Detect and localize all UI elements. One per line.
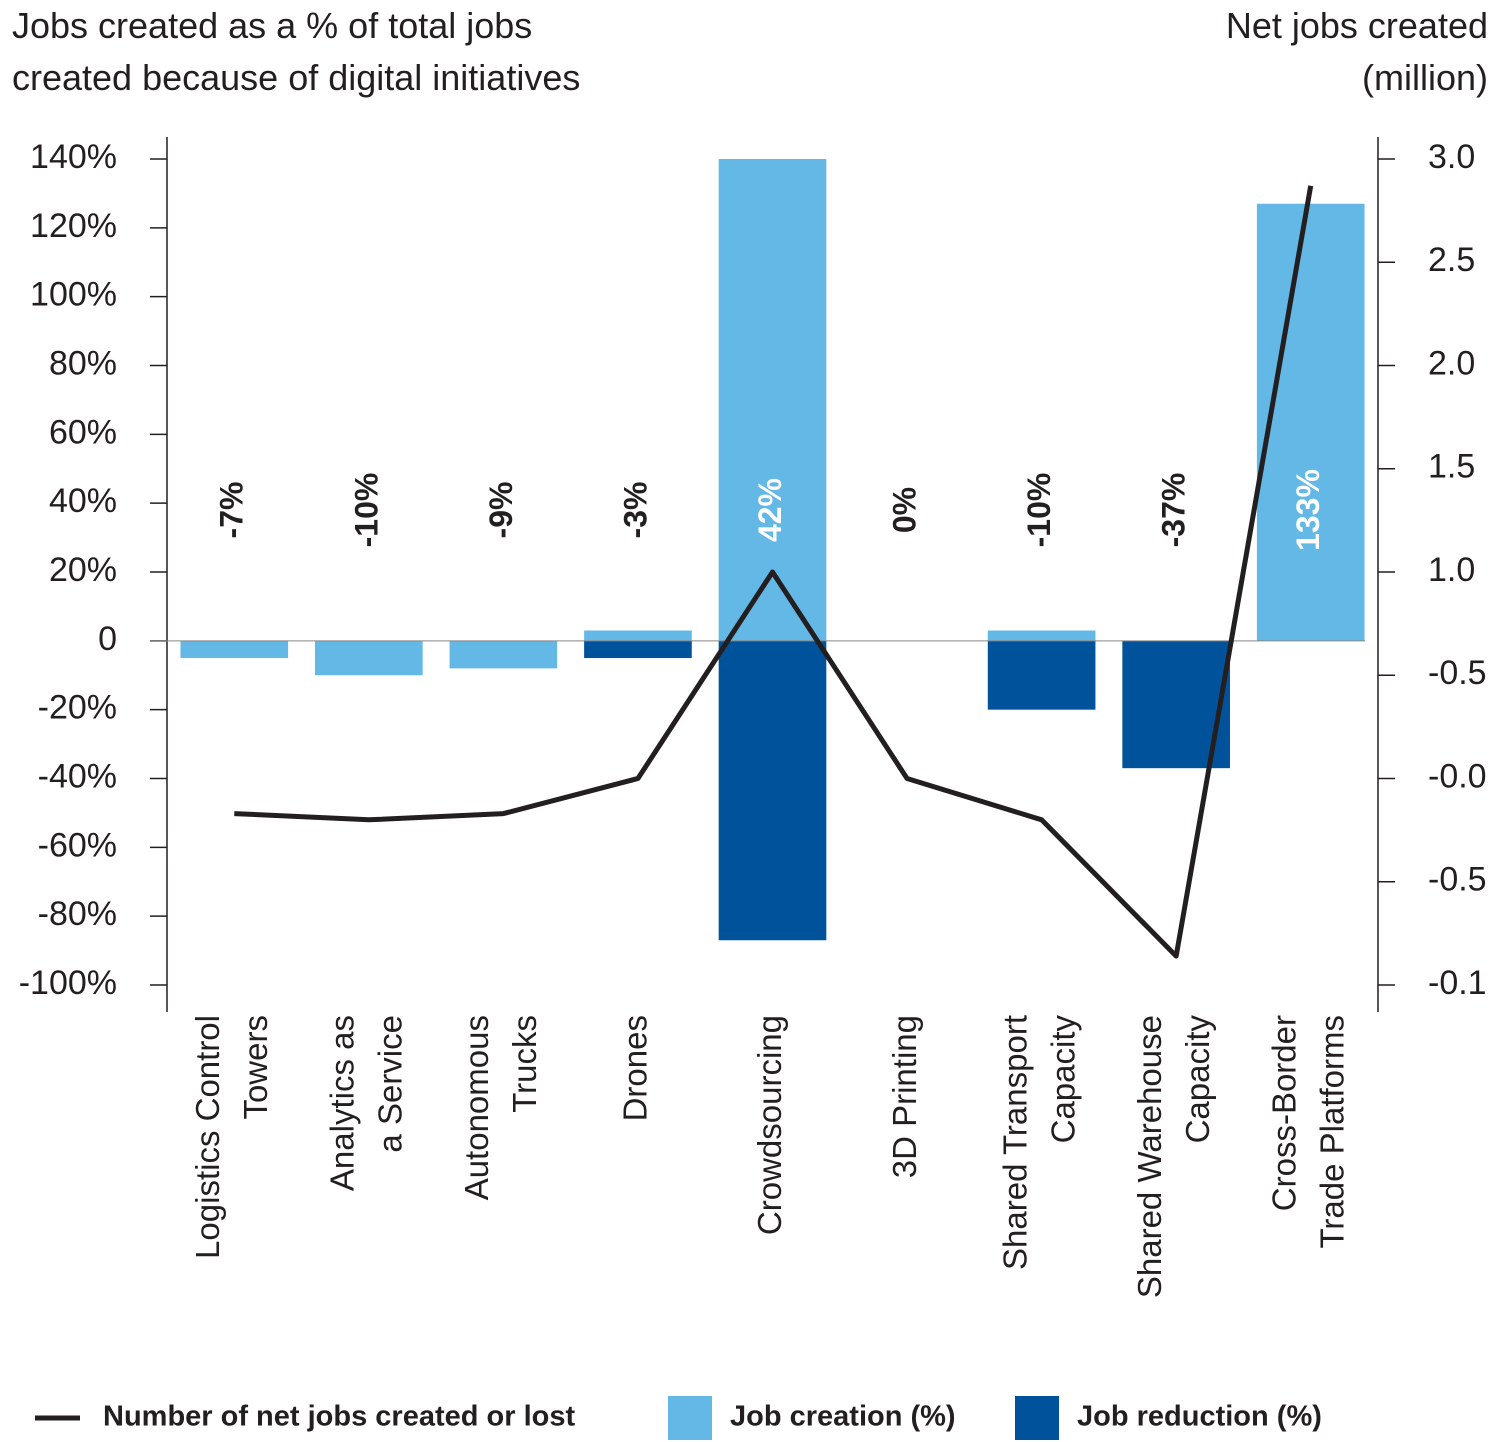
y2-tick-label: -0.0 (1428, 757, 1487, 795)
y-tick-label: -40% (38, 757, 117, 795)
legend-label: Job creation (%) (730, 1401, 956, 1433)
y-tick-label: -100% (19, 964, 117, 1002)
bar (449, 640, 558, 669)
bar (315, 640, 423, 676)
data-label: -10% (1021, 473, 1057, 548)
data-label: -9% (483, 482, 519, 539)
y2-axis-title: Net jobs created (1226, 5, 1488, 46)
y-axis-title: created because of digital initiatives (12, 57, 580, 98)
data-label: -3% (617, 482, 653, 539)
y-tick-label: 120% (30, 207, 117, 245)
y2-tick-label: 2.5 (1428, 241, 1475, 279)
x-tick-label: Trucks (506, 1015, 543, 1113)
y-tick-label: 60% (49, 413, 117, 451)
y-tick-label: 20% (49, 551, 117, 589)
y2-tick-label: 1.5 (1428, 448, 1475, 486)
y-tick-label: -20% (38, 689, 117, 727)
x-tick-label: Crowdsourcing (751, 1015, 788, 1235)
legend-swatch (668, 1396, 712, 1440)
y-tick-label: -80% (38, 895, 117, 933)
data-label: 0% (887, 487, 923, 533)
bar (1256, 203, 1365, 641)
x-tick-label: Logistics Control (189, 1015, 226, 1259)
bar (718, 159, 827, 641)
y-axis-title: Jobs created as a % of total jobs (12, 5, 532, 46)
bar (987, 640, 1096, 710)
y2-tick-label: 2.0 (1428, 344, 1475, 382)
x-tick-label: Capacity (1179, 1015, 1216, 1144)
bar (718, 640, 827, 941)
y2-axis-title: (million) (1362, 57, 1488, 98)
x-tick-label: Drones (617, 1015, 654, 1121)
y-tick-label: 140% (30, 138, 117, 176)
x-tick-label: Capacity (1044, 1015, 1081, 1144)
bar (987, 630, 1096, 641)
x-tick-label: Towers (237, 1015, 274, 1120)
y2-tick-label: -0.5 (1428, 861, 1487, 899)
y-tick-label: 0 (98, 620, 117, 658)
data-label: -37% (1156, 473, 1192, 548)
legend-label: Job reduction (%) (1077, 1401, 1322, 1433)
legend-label: Number of net jobs created or lost (103, 1401, 575, 1433)
data-label: -7% (214, 482, 250, 539)
line (234, 185, 1314, 959)
y-tick-label: 100% (30, 276, 117, 314)
legend-swatch (1015, 1396, 1059, 1440)
y-tick-label: 80% (49, 344, 117, 382)
y2-tick-label: 3.0 (1428, 138, 1475, 176)
y2-tick-label: -0.1 (1428, 964, 1487, 1002)
data-label: -10% (348, 473, 384, 548)
x-tick-label: 3D Printing (886, 1015, 923, 1178)
x-tick-label: a Service (372, 1015, 409, 1153)
bar (180, 640, 289, 659)
x-tick-label: Shared Transport (996, 1015, 1033, 1270)
y2-tick-label: -0.5 (1428, 654, 1487, 692)
x-tick-label: Autonomous (458, 1015, 495, 1200)
y-tick-label: 40% (49, 482, 117, 520)
y-tick-label: -60% (38, 826, 117, 864)
bar (584, 630, 692, 641)
x-tick-label: Analytics as (324, 1015, 361, 1191)
data-label: 42% (752, 478, 788, 542)
bar (584, 640, 692, 659)
x-tick-label: Cross-Border (1265, 1015, 1302, 1211)
x-tick-label: Shared Warehouse (1131, 1015, 1168, 1298)
data-label: 133% (1290, 469, 1326, 551)
x-tick-label: Trade Platforms (1313, 1015, 1350, 1249)
y2-tick-label: 1.0 (1428, 551, 1475, 589)
